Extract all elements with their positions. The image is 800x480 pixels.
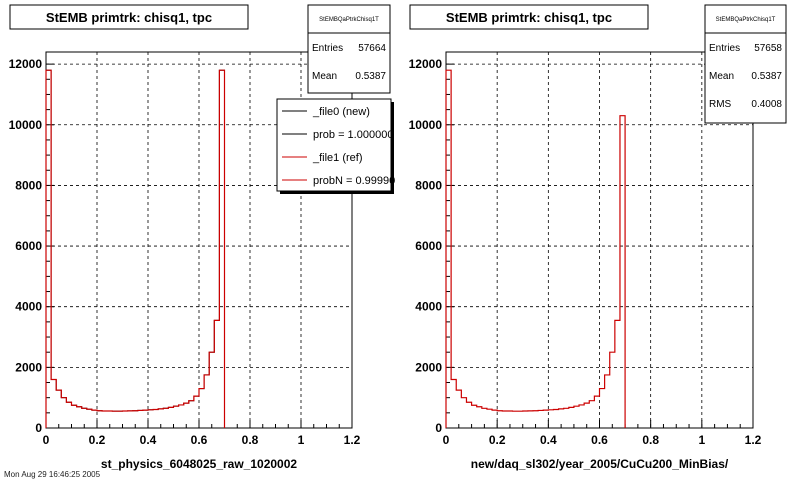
stats-label: Entries [312,43,343,54]
histogram-series [445,69,626,428]
x-tick-label: 0.6 [591,433,608,447]
title-box [409,4,649,30]
x-tick-label: 0 [43,433,50,447]
x-tick-label: 0.2 [489,433,506,447]
x-tick-label: 1.2 [344,433,361,447]
y-tick-label: 0 [435,421,442,435]
stats-value: 57658 [754,43,782,54]
x-tick-label: 0.8 [642,433,659,447]
x-tick-label: 0.4 [140,433,157,447]
y-tick-label: 4000 [15,300,42,314]
left-panel: 0 0.2 0.4 0.6 0.8 1 1.2 0 2000 4000 6000 8000 10000 1… [9,4,395,471]
y-tick-label: 12000 [9,57,43,71]
histogram-series [45,69,226,428]
stats-label: Mean [312,71,337,82]
x-tick-label: 1 [298,433,305,447]
y-tick-label: 8000 [15,178,42,192]
chart-title: StEMB primtrk: chisq1, tpc [446,10,612,25]
y-tick-label: 4000 [415,300,442,314]
y-tick-label: 6000 [415,239,442,253]
x-tick-label: 1.2 [745,433,762,447]
legend-entry: prob = 1.000000 [313,129,393,141]
stats-label: RMS [709,99,732,110]
x-axis-label: new/daq_sl302/year_2005/CuCu200_MinBias/ [471,457,729,471]
legend-entry: _file1 (ref) [312,152,363,164]
y-tick-label: 12000 [409,57,443,71]
x-tick-label: 0.2 [89,433,106,447]
x-tick-label: 0 [443,433,450,447]
y-tick-label: 2000 [415,360,442,374]
stats-box [307,4,391,94]
x-tick-label: 0.6 [191,433,208,447]
stats-label: Entries [709,43,740,54]
x-axis-label: st_physics_6048025_raw_1020002 [101,457,297,471]
y-tick-label: 10000 [409,118,443,132]
stats-label: Mean [709,71,734,82]
stats-value: 57664 [358,43,386,54]
x-tick-label: 1 [698,433,705,447]
y-tick-label: 0 [35,421,42,435]
x-tick-label: 0.8 [242,433,259,447]
x-tick-label: 0.4 [540,433,557,447]
footer-timestamp: Mon Aug 29 16:46:25 2005 [4,470,101,479]
stats-header: StEMBQaPtrkChisq1T [319,17,379,23]
right-panel: 0 0.2 0.4 0.6 0.8 1 1.2 0 2000 4000 6000 8000 10000 1… [409,4,787,471]
title-box [9,4,249,30]
y-tick-label: 6000 [15,239,42,253]
legend-entry: probN = 0.99990 [313,175,395,187]
chart-title: StEMB primtrk: chisq1, tpc [46,10,212,25]
stats-value: 0.5387 [355,71,386,82]
y-tick-label: 10000 [9,118,43,132]
legend-entry: _file0 (new) [312,106,370,118]
legend-box [276,98,392,192]
stats-value: 0.4008 [751,99,782,110]
stats-value: 0.5387 [751,71,782,82]
y-tick-label: 2000 [15,360,42,374]
stats-header: StEMBQaPtrkChisq1T [716,17,776,23]
stats-box [704,4,787,124]
y-tick-label: 8000 [415,178,442,192]
